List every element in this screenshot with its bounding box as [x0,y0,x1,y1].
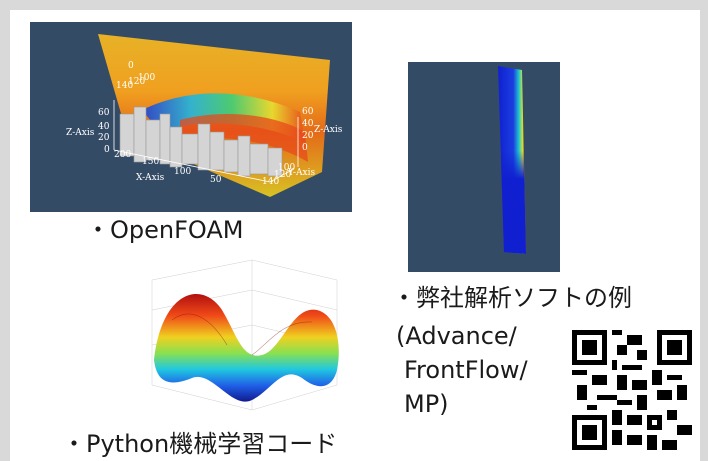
top-zero: 0 [128,61,134,71]
x-tick: 100 [174,167,191,177]
caption-inhouse-line3: MP) [404,390,449,418]
y-axis-label: Y-Axis [287,168,315,178]
buildings [119,106,283,177]
x-axis-label: X-Axis [136,173,165,183]
z-axis-label-left: Z-Axis [66,128,95,138]
caption-openfoam: ・OpenFOAM [86,216,244,244]
inhouse-visualization [408,62,560,272]
z-tick: 0 [104,145,110,155]
caption-inhouse-line1: (Advance/ [396,322,517,350]
y-tick: 100 [278,163,295,173]
x-tick: 50 [210,175,222,185]
z-tick: 40 [98,122,110,132]
z-tick-right: 0 [302,143,308,153]
caption-python: ・Python機械学習コード [62,430,338,458]
z-tick-right: 60 [302,107,314,117]
x-tick: 200 [114,150,131,160]
qr-code [572,330,692,450]
openfoam-plot: Z-Axis 60 40 20 0 200 150 100 50 X-Axis … [66,34,343,197]
x-tick: 150 [142,157,159,167]
z-tick: 60 [98,108,110,118]
z-tick: 20 [98,133,110,143]
top-tick: 100 [138,73,155,83]
y-tick: 140 [262,177,279,187]
top-tick: 120 [128,77,145,87]
z-tick-right: 20 [302,131,314,141]
python-surface-plot [132,250,362,430]
openfoam-visualization: Z-Axis 60 40 20 0 200 150 100 50 X-Axis … [30,22,352,212]
surface [154,294,339,402]
caption-inhouse-title: ・弊社解析ソフトの例 [392,284,632,312]
z-tick-right: 40 [302,119,314,129]
caption-inhouse-line2: FrontFlow/ [404,356,528,384]
z-axis-label-right: Z-Axis [314,125,343,135]
y-tick: 120 [274,170,291,180]
top-tick: 140 [116,81,133,91]
